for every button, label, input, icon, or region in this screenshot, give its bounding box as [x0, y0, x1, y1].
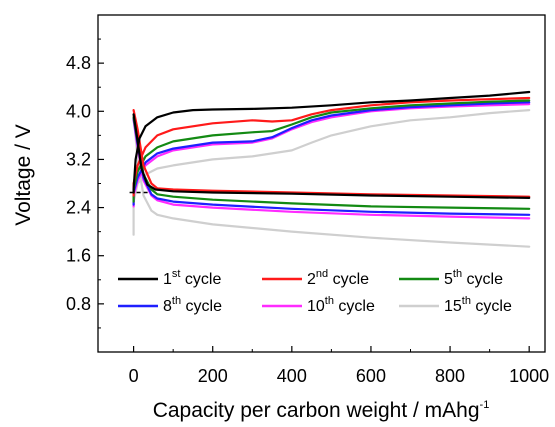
y-tick-label: 4.0	[66, 101, 91, 121]
legend-entry: 10th cycle	[262, 295, 375, 315]
legend: 1st cycle 2nd cycle 5th cycle 8th cycle 10th…	[118, 268, 512, 315]
legend-label: 5th cycle	[444, 268, 503, 288]
series-group	[132, 103, 531, 220]
legend-label: 15th cycle	[444, 295, 512, 315]
x-axis-ticks: 0 200 400 600 800 1000	[129, 346, 549, 386]
series-group	[129, 90, 531, 199]
legend-entry: 1st cycle	[118, 268, 221, 288]
x-tick-label: 0	[129, 366, 139, 386]
series-discharge-line	[132, 109, 531, 198]
series-discharge-line	[132, 113, 531, 199]
legend-entry: 5th cycle	[399, 268, 503, 288]
series-charge-line	[132, 103, 531, 197]
series-discharge-line	[132, 113, 531, 248]
x-tick-label: 1000	[509, 366, 549, 386]
legend-label: 10th cycle	[307, 295, 375, 315]
series-discharge-line	[132, 117, 531, 216]
legend-entry: 15th cycle	[399, 295, 512, 315]
series-charge-line	[132, 99, 531, 191]
y-axis-title: Voltage / V	[12, 124, 35, 226]
y-axis-ticks: 0.8 1.6 2.4 3.2 4.0 4.8	[66, 38, 104, 329]
series-charge-line	[132, 101, 531, 194]
x-axis-title-superscript: -1	[480, 399, 490, 411]
x-tick-label: 400	[277, 366, 307, 386]
legend-label: 2nd cycle	[307, 268, 369, 288]
y-tick-label: 3.2	[66, 149, 91, 169]
series-charge-line	[132, 90, 531, 191]
legend-entry: 8th cycle	[118, 295, 222, 315]
y-tick-label: 0.8	[66, 294, 91, 314]
legend-label: 1st cycle	[163, 268, 221, 288]
x-axis-title: Capacity per carbon weight / mAhg-1	[153, 399, 490, 422]
legend-entry: 2nd cycle	[262, 268, 369, 288]
series-group	[132, 109, 531, 248]
x-tick-label: 200	[198, 366, 228, 386]
x-axis-title-text: Capacity per carbon weight / mAhg	[153, 399, 480, 422]
legend-label: 8th cycle	[163, 295, 222, 315]
y-tick-label: 1.6	[66, 246, 91, 266]
series-charge-line	[132, 96, 531, 185]
plot-area	[129, 90, 531, 248]
x-tick-label: 800	[435, 366, 465, 386]
x-tick-label: 600	[356, 366, 386, 386]
y-tick-label: 2.4	[66, 198, 91, 218]
y-tick-label: 4.8	[66, 53, 91, 73]
series-charge-line	[132, 109, 531, 203]
